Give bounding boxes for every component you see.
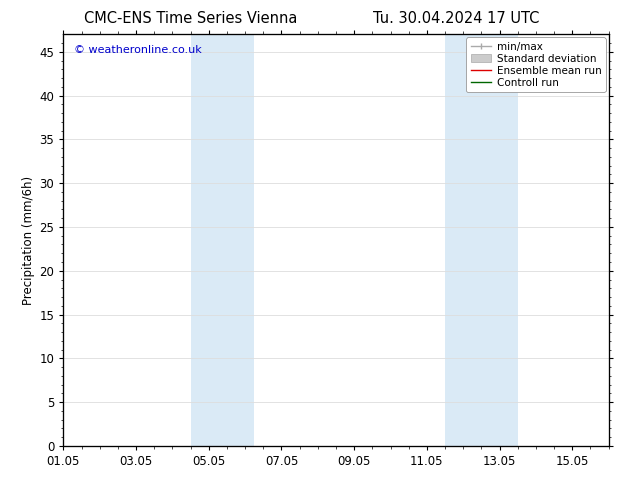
Y-axis label: Precipitation (mm/6h): Precipitation (mm/6h) [22,175,36,305]
Text: CMC-ENS Time Series Vienna: CMC-ENS Time Series Vienna [84,11,297,26]
Text: © weatheronline.co.uk: © weatheronline.co.uk [74,45,202,54]
Bar [191,34,254,446]
Text: Tu. 30.04.2024 17 UTC: Tu. 30.04.2024 17 UTC [373,11,540,26]
Bar [445,34,518,446]
Legend: min/max, Standard deviation, Ensemble mean run, Controll run: min/max, Standard deviation, Ensemble me… [467,37,605,92]
